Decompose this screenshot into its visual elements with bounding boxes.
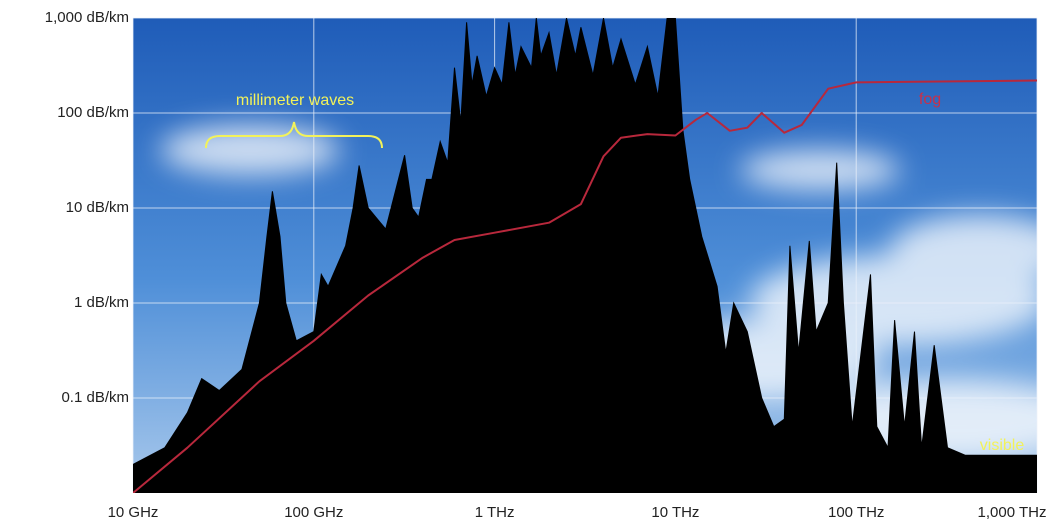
annotation: visible [980,437,1025,454]
x-tick-label: 100 THz [828,504,884,521]
y-tick-label: 10 dB/km [66,199,129,216]
brace [205,121,383,149]
x-tick-label: 100 GHz [284,504,343,521]
y-tick-label: 1,000 dB/km [45,9,129,26]
x-tick-label: 10 THz [651,504,699,521]
fog-line [133,79,1037,493]
absorption-area [133,18,1037,493]
x-tick-label: 1 THz [475,504,515,521]
series-label: fog [919,91,941,108]
marks [133,18,1037,493]
annotation: millimeter waves [236,92,354,109]
x-tick-label: 10 GHz [108,504,159,521]
y-tick-label: 100 dB/km [57,104,129,121]
y-tick-label: 0.1 dB/km [61,389,129,406]
x-tick-label: 1,000 THz [978,504,1047,521]
y-tick-label: 1 dB/km [74,294,129,311]
